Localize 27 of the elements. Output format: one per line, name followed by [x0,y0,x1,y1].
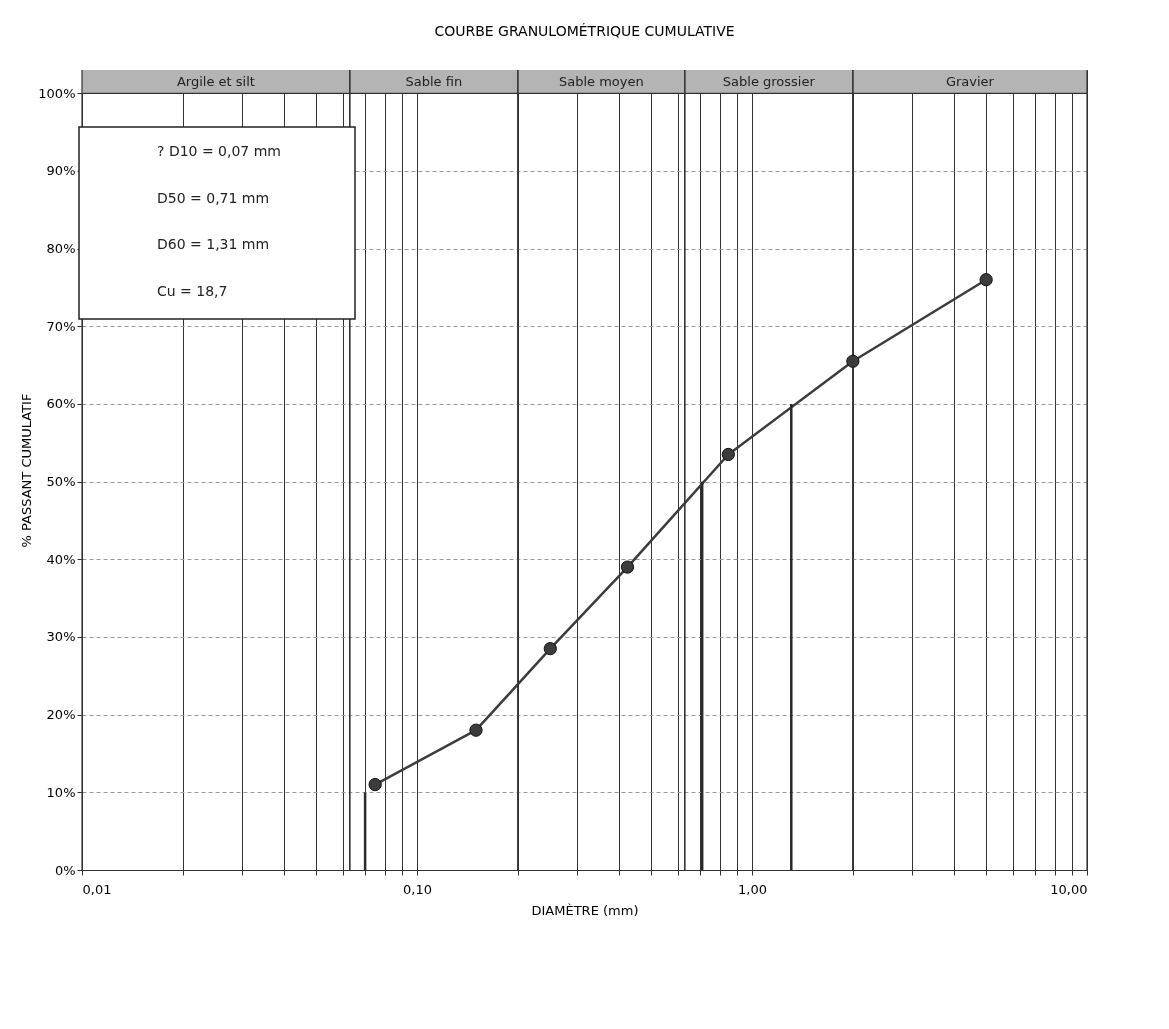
annotation: Cu = 18,7 [157,282,228,299]
y-tick-label: 20% [46,707,76,723]
x-axis-title: DIAMÈTRE (mm) [531,902,639,918]
band-label: Sable grossier [722,73,816,89]
band-label: Sable moyen [558,73,644,89]
x-tick-label: 10,00 [1050,881,1088,897]
band-label: Argile et silt [176,73,255,89]
band-label: Sable fin [405,73,463,89]
y-tick-label: 70% [46,318,76,334]
annotation: ? D10 = 0,07 mm [157,143,282,159]
y-tick-label: 50% [46,474,76,490]
y-tick-label: 40% [46,551,76,567]
y-tick-label: 60% [46,396,76,412]
x-tick-label: 1,00 [738,881,767,897]
y-tick-label: 100% [38,85,76,101]
y-tick-label: 80% [46,241,76,257]
y-tick-label: 10% [46,784,76,800]
band-label: Gravier [945,73,995,89]
annotation: D50 = 0,71 mm [157,189,270,206]
y-tick-label: 0% [54,862,76,878]
y-axis-title: % PASSANT CUMULATIF [19,393,35,548]
chart-title: COURBE GRANULOMÉTRIQUE CUMULATIVE [434,23,735,40]
annotation: D60 = 1,31 mm [157,236,270,252]
x-tick-label: 0,01 [82,881,112,897]
x-tick-label: 0,10 [403,881,432,897]
y-tick-label: 30% [46,629,76,645]
y-tick-label: 90% [46,163,76,179]
